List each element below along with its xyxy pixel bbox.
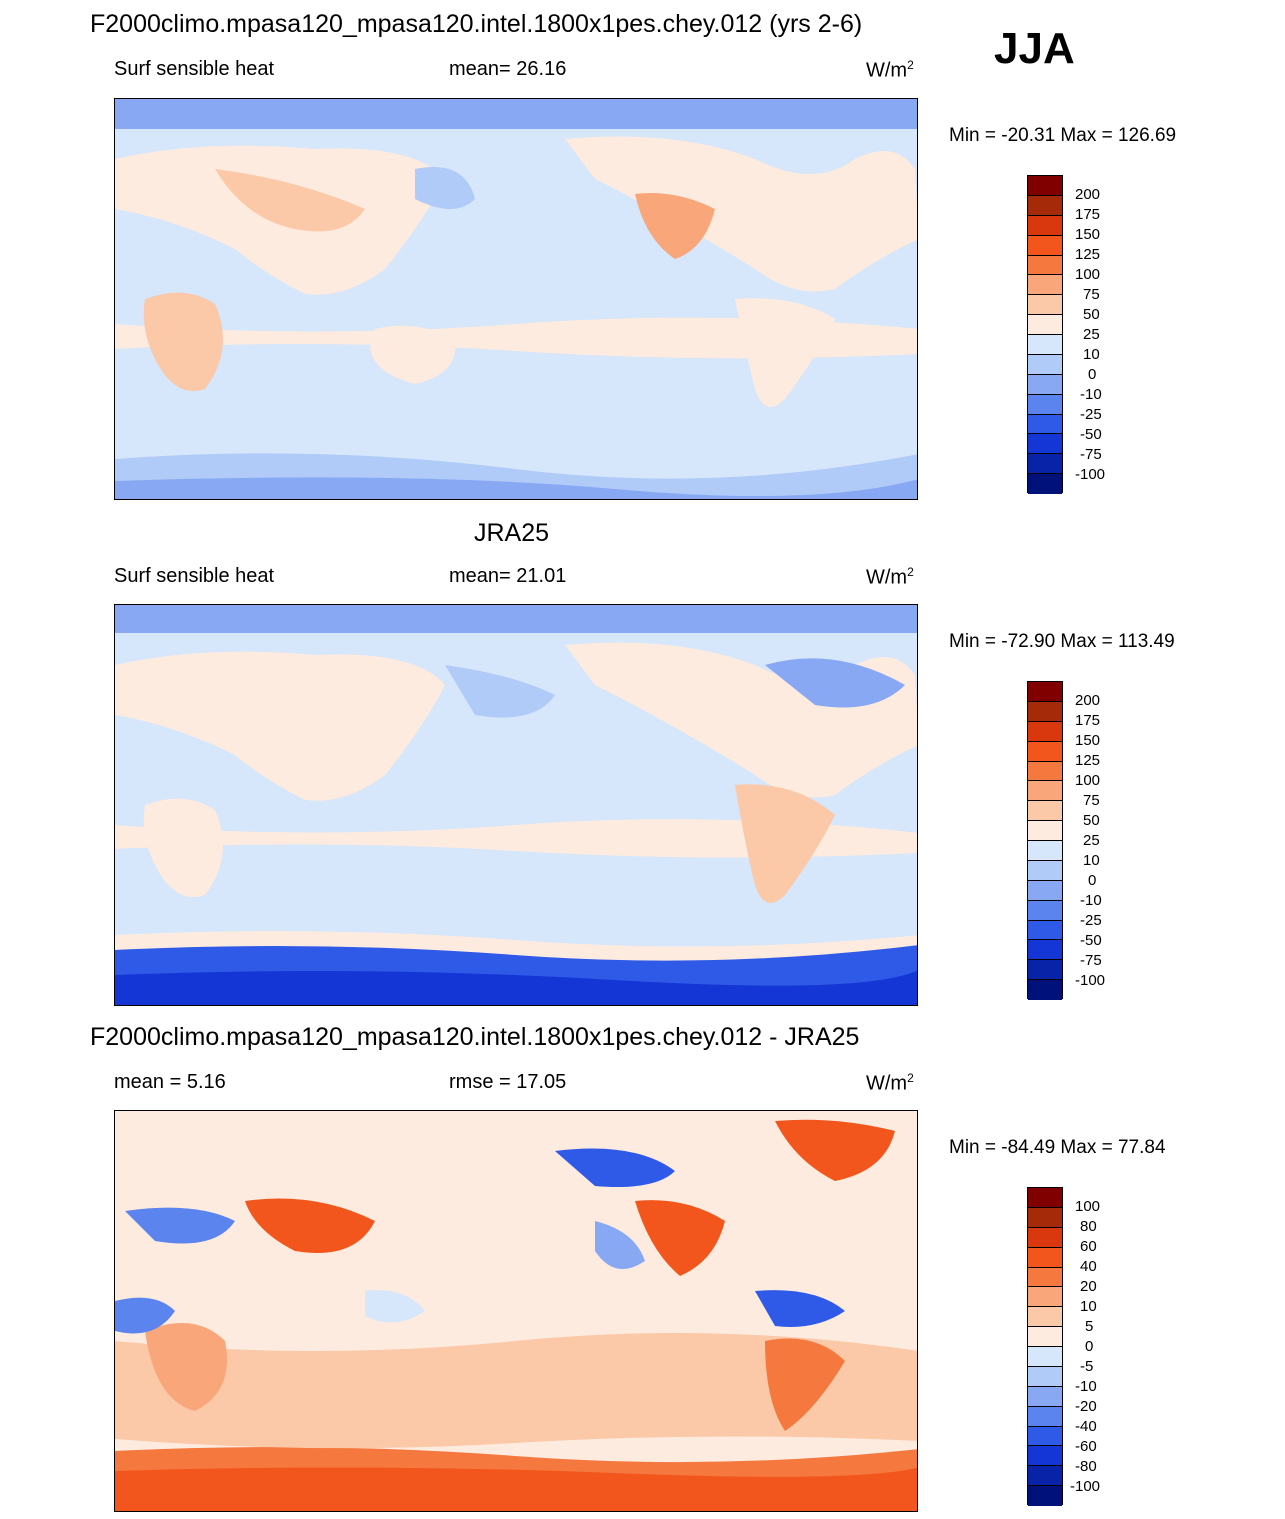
- colorbar-tick-label: 150: [1075, 226, 1101, 243]
- colorbar-tick-label: 10: [1083, 852, 1100, 869]
- panel-2-colorbar: [1027, 681, 1063, 1000]
- panel-1-map: [114, 98, 918, 500]
- colorbar-tick-label: 80: [1080, 1218, 1097, 1235]
- colorbar-tick-label: -100: [1070, 1478, 1101, 1495]
- colorbar-tick-label: -40: [1075, 1418, 1097, 1435]
- panel-2-map: [114, 604, 918, 1006]
- panel-2-mean-label: mean= 21.01: [449, 565, 567, 587]
- panel-1-variable-label: Surf sensible heat: [114, 58, 275, 80]
- colorbar-tick-label: -50: [1080, 932, 1102, 949]
- colorbar-tick-label: -80: [1075, 1458, 1097, 1475]
- panel-3-mean-label: mean = 5.16: [114, 1071, 226, 1093]
- colorbar-tick-label: 150: [1075, 732, 1101, 749]
- colorbar-tick-label: 10: [1083, 346, 1100, 363]
- colorbar-tick-label: -10: [1080, 386, 1102, 403]
- colorbar-tick-label: 175: [1075, 712, 1101, 729]
- colorbar-tick-label: -75: [1080, 446, 1102, 463]
- colorbar-tick-label: -60: [1075, 1438, 1097, 1455]
- colorbar-tick-label: -25: [1080, 406, 1102, 423]
- panel-3-rmse-label: rmse = 17.05: [449, 1071, 567, 1093]
- colorbar-tick-label: 75: [1083, 286, 1100, 303]
- panel-3-map: [114, 1110, 918, 1512]
- panel-2-minmax: Min = -72.90 Max = 113.49: [949, 631, 1175, 652]
- colorbar-tick-label: 5: [1085, 1318, 1094, 1335]
- colorbar-tick-label: -100: [1075, 466, 1106, 483]
- colorbar-tick-label: -25: [1080, 912, 1102, 929]
- colorbar-tick-label: 100: [1075, 1198, 1101, 1215]
- colorbar-tick-label: -5: [1080, 1358, 1094, 1375]
- panel-2-title: JRA25: [474, 519, 550, 547]
- panel-3-title: F2000climo.mpasa120_mpasa120.intel.1800x…: [90, 1023, 860, 1051]
- colorbar-tick-label: -20: [1075, 1398, 1097, 1415]
- season-label: JJA: [994, 24, 1075, 73]
- panel-1-colorbar: [1027, 175, 1063, 494]
- colorbar-tick-label: -10: [1080, 892, 1102, 909]
- panel-1-units: W/m2: [866, 58, 914, 82]
- colorbar-tick-label: 40: [1080, 1258, 1097, 1275]
- colorbar-tick-label: 50: [1083, 306, 1100, 323]
- panel-1-title: F2000climo.mpasa120_mpasa120.intel.1800x…: [90, 10, 863, 38]
- colorbar-tick-label: 50: [1083, 812, 1100, 829]
- panel-1-mean-label: mean= 26.16: [449, 58, 567, 80]
- colorbar-tick-label: 10: [1080, 1298, 1097, 1315]
- colorbar-tick-label: 200: [1075, 692, 1101, 709]
- panel-1-minmax: Min = -20.31 Max = 126.69: [949, 125, 1177, 146]
- colorbar-tick-label: 125: [1075, 246, 1101, 263]
- colorbar-tick-label: 0: [1088, 366, 1097, 383]
- colorbar-tick-label: 0: [1085, 1338, 1094, 1355]
- panel-3-colorbar: [1027, 1187, 1063, 1506]
- colorbar-tick-label: -75: [1080, 952, 1102, 969]
- colorbar-tick-label: 25: [1083, 832, 1100, 849]
- colorbar-tick-label: 25: [1083, 326, 1100, 343]
- colorbar-tick-label: 175: [1075, 206, 1101, 223]
- colorbar-tick-label: 100: [1075, 772, 1101, 789]
- panel-2-variable-label: Surf sensible heat: [114, 565, 275, 587]
- colorbar-tick-label: 75: [1083, 792, 1100, 809]
- panel-2-units: W/m2: [866, 565, 914, 589]
- colorbar-tick-label: 0: [1088, 872, 1097, 889]
- panel-3-minmax: Min = -84.49 Max = 77.84: [949, 1137, 1166, 1158]
- colorbar-tick-label: -50: [1080, 426, 1102, 443]
- colorbar-tick-label: 60: [1080, 1238, 1097, 1255]
- colorbar-tick-label: -10: [1075, 1378, 1097, 1395]
- colorbar-tick-label: -100: [1075, 972, 1106, 989]
- colorbar-tick-label: 20: [1080, 1278, 1097, 1295]
- panel-3-units: W/m2: [866, 1071, 914, 1095]
- colorbar-tick-label: 200: [1075, 186, 1101, 203]
- colorbar-tick-label: 125: [1075, 752, 1101, 769]
- colorbar-tick-label: 100: [1075, 266, 1101, 283]
